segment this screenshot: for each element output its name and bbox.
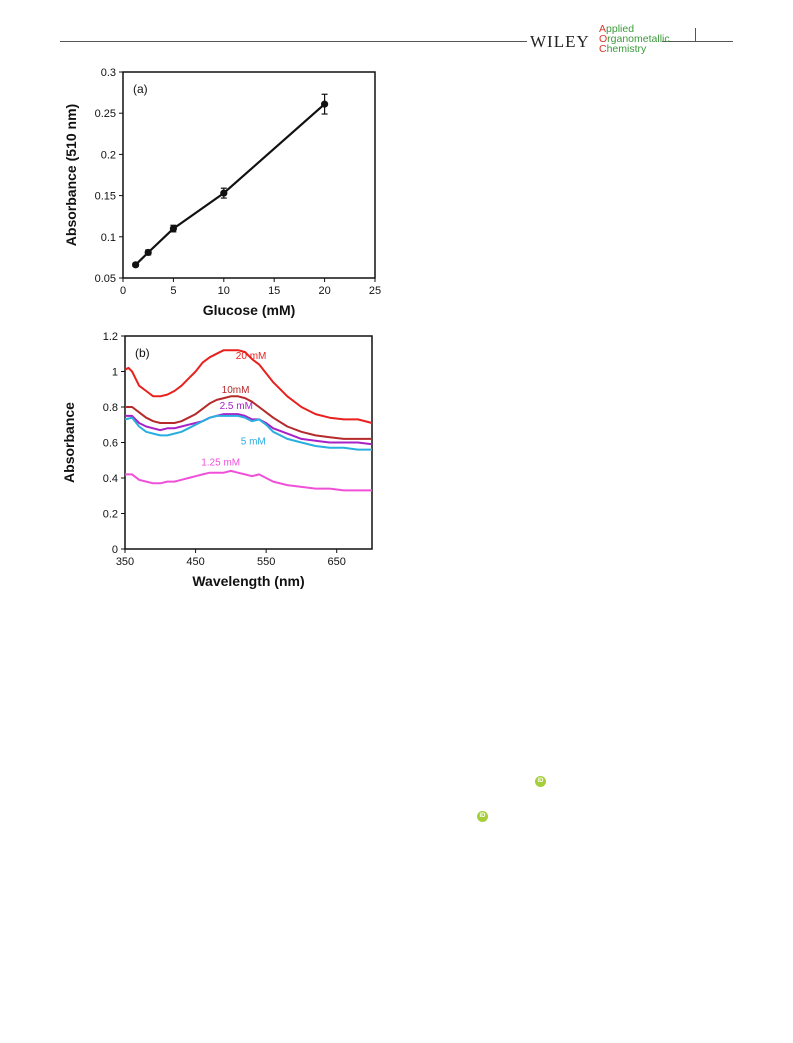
- publisher-logo: WILEY: [530, 32, 590, 51]
- chart-b-absorbance-spectra: 350 450 550 650 0 0.2 0.4 0.6 0.8 1 1.2 Wavelength …: [61, 331, 373, 589]
- x-tick-label: 550: [257, 556, 275, 568]
- x-tick-label: 25: [369, 285, 381, 297]
- header-rule-right: [662, 41, 733, 42]
- panel-label: (a): [133, 82, 148, 96]
- series-line: [124, 349, 373, 424]
- x-tick-label: 350: [116, 556, 134, 568]
- x-tick-label: 10: [218, 285, 230, 297]
- series-line: [134, 103, 326, 266]
- y-tick-label: 0.2: [103, 509, 118, 521]
- series-label: 10mM: [222, 385, 250, 396]
- header-rule-left: [60, 41, 527, 42]
- series-label: 20 mM: [236, 351, 267, 362]
- x-tick-label: 0: [120, 285, 126, 297]
- y-axis-label: Absorbance (510 nm): [63, 104, 79, 246]
- series-line: [125, 413, 373, 446]
- data-point: [220, 189, 228, 197]
- y-tick-label: 0.3: [101, 67, 116, 79]
- data-point: [321, 100, 329, 108]
- data-point: [144, 248, 152, 257]
- orcid-icon[interactable]: iD: [535, 776, 546, 787]
- y-tick-label: 0.1: [101, 232, 116, 244]
- x-tick-label: 15: [268, 285, 280, 297]
- y-tick-label: 0.4: [103, 473, 118, 485]
- series-label: 2.5 mM: [220, 401, 253, 412]
- y-tick-label: 0.05: [95, 273, 116, 285]
- series-label: 1.25 mM: [201, 458, 240, 469]
- x-axis-label: Glucose (mM): [203, 302, 296, 318]
- journal-line-2: Organometallic: [599, 33, 670, 45]
- panel-label: (b): [135, 346, 150, 360]
- x-tick-label: 450: [186, 556, 204, 568]
- y-tick-label: 1: [112, 367, 118, 379]
- y-tick-label: 1.2: [103, 331, 118, 343]
- y-tick-label: 0.15: [95, 191, 116, 203]
- y-tick-label: 0: [112, 544, 118, 556]
- y-tick-label: 0.2: [101, 149, 116, 161]
- x-axis-label: Wavelength (nm): [192, 573, 304, 589]
- plot-frame: [122, 71, 376, 279]
- series-line: [125, 469, 372, 492]
- series-line: [124, 414, 372, 451]
- journal-line-3: Chemistry: [599, 43, 647, 55]
- y-tick-label: 0.8: [103, 402, 118, 414]
- data-point: [169, 224, 177, 233]
- x-tick-label: 650: [328, 556, 346, 568]
- header-divider: [695, 28, 696, 41]
- journal-logo: Applied Organometallic Chemistry: [599, 23, 670, 55]
- chart-a-glucose-calibration: 0 5 10 15 20 25 0.05 0.1 0.15 0.2 0.25 0.3 Glucose (…: [63, 67, 381, 318]
- y-tick-label: 0.6: [103, 438, 118, 450]
- series-label: 5 mM: [241, 436, 266, 447]
- series-line: [125, 395, 372, 440]
- journal-line-1: Applied: [599, 23, 635, 35]
- figure: 0 5 10 15 20 25 0.05 0.1 0.15 0.2 0.25 0.3 Glucose (…: [60, 60, 385, 615]
- y-tick-label: 0.25: [95, 108, 116, 120]
- y-axis-label: Absorbance: [61, 402, 77, 483]
- x-tick-label: 20: [318, 285, 330, 297]
- x-tick-label: 5: [170, 285, 176, 297]
- data-point: [132, 261, 140, 269]
- orcid-icon[interactable]: iD: [477, 811, 488, 822]
